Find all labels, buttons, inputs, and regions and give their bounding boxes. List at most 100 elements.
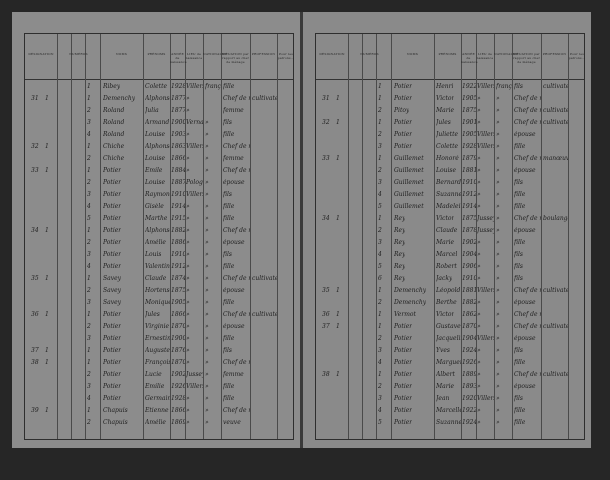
cell: Guillemet [394, 167, 424, 174]
cell: Chef de m. [223, 227, 250, 234]
cell: » [477, 155, 481, 162]
cell: » [496, 143, 500, 150]
cell: Villers [477, 131, 494, 138]
cell: fille [223, 335, 235, 342]
cell: » [496, 287, 500, 294]
cell: fille [514, 419, 526, 426]
column-rule [100, 34, 101, 439]
column-rule [143, 34, 144, 439]
cell: » [186, 275, 190, 282]
cell: 1 [378, 155, 382, 162]
cell: Colette [145, 83, 168, 90]
cell: 1866 [171, 407, 185, 414]
cell: 1 [336, 155, 340, 162]
cell: Villers [186, 83, 203, 90]
cell: 1926 [171, 383, 185, 390]
cell: Chef de m. [514, 287, 541, 294]
cell: » [186, 407, 190, 414]
cell: Chef de m. [514, 215, 541, 222]
cell: 1 [45, 407, 49, 414]
cell: 2 [378, 167, 382, 174]
cell: » [477, 179, 481, 186]
cell: » [477, 191, 481, 198]
column-rule [85, 34, 86, 439]
header-label: PRÉNOMS [438, 52, 457, 56]
cell: » [477, 95, 481, 102]
cell: Virginie [145, 323, 170, 330]
column-rule [461, 34, 462, 439]
cell: Chef de m. [514, 371, 541, 378]
cell: 1 [378, 311, 382, 318]
cell: 3 [378, 347, 382, 354]
cell: Potier [394, 383, 413, 390]
cell: 1 [378, 119, 382, 126]
cell: Chef de m. [514, 95, 541, 102]
cell: » [205, 239, 209, 246]
cell: 1 [87, 407, 91, 414]
cell: 1 [336, 119, 340, 126]
cell: Potier [394, 371, 413, 378]
cell: 1 [87, 95, 91, 102]
table-row: 1 Ribey Colette1928Villersfrançaisefille [25, 81, 293, 92]
cell: cultivateur [543, 119, 568, 126]
cell: Valentine [145, 263, 170, 270]
header-label: DÉSIGNATION [28, 52, 54, 56]
cell: » [496, 407, 500, 414]
cell: » [477, 251, 481, 258]
cell: 33 [31, 167, 39, 174]
cell: » [496, 419, 500, 426]
cell: Armand [145, 119, 170, 126]
cell: 1 [378, 83, 382, 90]
cell: » [477, 167, 481, 174]
cell: 1887 [171, 179, 185, 186]
cell: 2 [87, 107, 91, 114]
cell: 1914 [462, 203, 476, 210]
cell: Potier [103, 335, 122, 342]
cell: Alphonse [145, 143, 170, 150]
cell: » [186, 239, 190, 246]
cell: 4 [87, 263, 91, 270]
cell: Germaine [145, 395, 170, 402]
cell: 2 [378, 227, 382, 234]
table-row: 2 Potier Louise 1887Pologny» épouse [25, 177, 293, 188]
cell: Chef de m. [223, 311, 250, 318]
cell: fille [514, 407, 526, 414]
cell: » [186, 107, 190, 114]
table-row: 4 Guillemet Suzanne 1912»» fille [316, 189, 584, 200]
cell: Guillemet [394, 191, 424, 198]
cell: » [186, 203, 190, 210]
cell: Villers [477, 83, 494, 90]
cell: 1 [87, 83, 91, 90]
table-row: 4 Rey Marcel 1904»» fils [316, 249, 584, 260]
cell: Jacqueline [436, 335, 461, 342]
cell: Potier [394, 95, 413, 102]
cell: » [477, 119, 481, 126]
table-row: 3 Potier Yves 1924»» fils [316, 345, 584, 356]
cell: 1879 [462, 155, 476, 162]
cell: » [186, 419, 190, 426]
cell: Albert [436, 371, 455, 378]
cell: Berthe [436, 299, 457, 306]
table-row: 2 Potier Lucie 1902Jussey» femme [25, 369, 293, 380]
cell: Honoré [436, 155, 459, 162]
cell: » [205, 167, 209, 174]
table-row: 3 Potier Émilie 1926Villers» fille [25, 381, 293, 392]
cell: Suzanne [436, 419, 461, 426]
cell: Chef de m. [223, 407, 250, 414]
column-rule [568, 34, 569, 439]
cell: Villers [186, 191, 203, 198]
cell: Chapuis [103, 407, 128, 414]
cell: 1 [336, 311, 340, 318]
cell: 1902 [462, 239, 476, 246]
cell: 4 [378, 407, 382, 414]
cell: 36 [31, 311, 39, 318]
cell: cultivateur [543, 287, 568, 294]
cell: 1886 [171, 239, 185, 246]
cell: 1862 [462, 311, 476, 318]
header-label: PROFESSION [251, 52, 276, 56]
cell: Potier [103, 167, 122, 174]
cell: 3 [87, 335, 91, 342]
cell: Villers [477, 335, 494, 342]
cell: Vernay [186, 119, 203, 126]
